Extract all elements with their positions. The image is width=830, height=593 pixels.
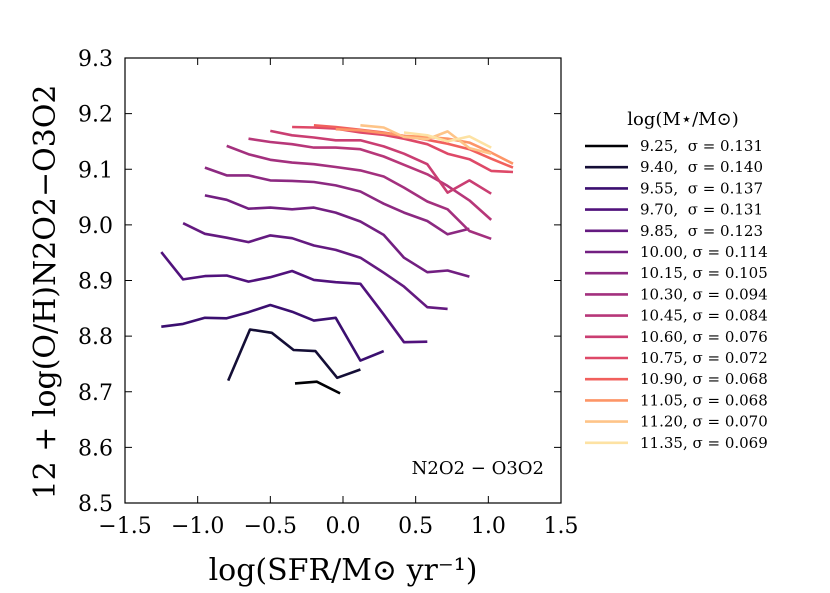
method-annotation: N2O2 − O3O2 (412, 458, 544, 479)
legend: log(M⋆/M⊙) 9.25, σ = 0.131 9.40, σ = 0.14… (585, 109, 768, 452)
x-tick-label: 1.5 (544, 514, 579, 539)
legend-label-5: 10.00, σ = 0.114 (640, 243, 768, 261)
legend-label-7: 10.30, σ = 0.094 (640, 285, 768, 303)
y-tick-label: 8.5 (78, 492, 113, 517)
series-line-11 (313, 124, 514, 169)
series-line-2 (161, 303, 385, 362)
x-axis-ticks: −1.5 −1.0 −0.5 0.0 0.5 1.0 1.5 (98, 58, 579, 539)
x-tick-label: −0.5 (244, 514, 297, 539)
y-tick-label: 8.8 (78, 325, 113, 350)
legend-label-11: 10.90, σ = 0.068 (640, 370, 768, 388)
y-tick-label: 9.2 (78, 103, 113, 128)
x-tick-label: 1.0 (471, 514, 506, 539)
y-axis-title: 12 + log(O/H)N2O2−O3O2 (28, 84, 63, 499)
x-tick-label: 0.0 (326, 514, 361, 539)
y-tick-label: 9.1 (78, 158, 113, 183)
legend-label-0: 9.25, σ = 0.131 (640, 137, 763, 155)
y-tick-label: 8.9 (78, 270, 113, 295)
legend-label-8: 10.45, σ = 0.084 (640, 307, 768, 325)
legend-label-2: 9.55, σ = 0.137 (640, 179, 763, 197)
legend-label-14: 11.35, σ = 0.069 (640, 434, 768, 452)
series-line-10 (292, 125, 514, 174)
series-line-4 (182, 222, 448, 311)
legend-label-13: 11.20, σ = 0.070 (640, 413, 768, 431)
y-tick-label: 9.0 (78, 214, 113, 239)
legend-label-10: 10.75, σ = 0.072 (640, 349, 768, 367)
legend-label-3: 9.70, σ = 0.131 (640, 201, 763, 219)
series-line-8 (248, 137, 493, 221)
series-line-7 (226, 144, 492, 241)
series-line-13 (360, 124, 492, 155)
legend-label-1: 9.40, σ = 0.140 (640, 158, 763, 176)
legend-label-9: 10.60, σ = 0.076 (640, 328, 768, 346)
y-tick-label: 8.6 (78, 436, 113, 461)
series-line-12 (335, 127, 514, 165)
y-tick-label: 9.3 (78, 47, 113, 72)
series-line-1 (227, 328, 361, 382)
series-line-6 (204, 166, 470, 236)
series-lines (160, 124, 514, 395)
legend-title: log(M⋆/M⊙) (627, 109, 738, 130)
x-tick-label: −1.5 (98, 514, 151, 539)
series-line-14 (403, 131, 492, 149)
plot-frame (124, 57, 562, 504)
y-tick-label: 8.7 (78, 381, 113, 406)
x-tick-label: 0.5 (398, 514, 433, 539)
legend-label-6: 10.15, σ = 0.105 (640, 264, 768, 282)
series-line-9 (270, 129, 492, 195)
x-axis-title: log(SFR/M⊙ yr⁻¹) (209, 553, 478, 588)
series-line-5 (204, 194, 470, 278)
x-tick-label: −1.0 (171, 514, 224, 539)
legend-label-12: 11.05, σ = 0.068 (640, 391, 768, 409)
legend-items: 9.25, σ = 0.131 9.40, σ = 0.140 9.55, σ = … (585, 137, 768, 452)
series-line-0 (294, 380, 341, 395)
y-axis-ticks: 8.5 8.6 8.7 8.8 8.9 9.0 9.1 9.2 9.3 (78, 47, 561, 517)
legend-label-4: 9.85, σ = 0.123 (640, 222, 763, 240)
series-line-3 (160, 251, 428, 344)
